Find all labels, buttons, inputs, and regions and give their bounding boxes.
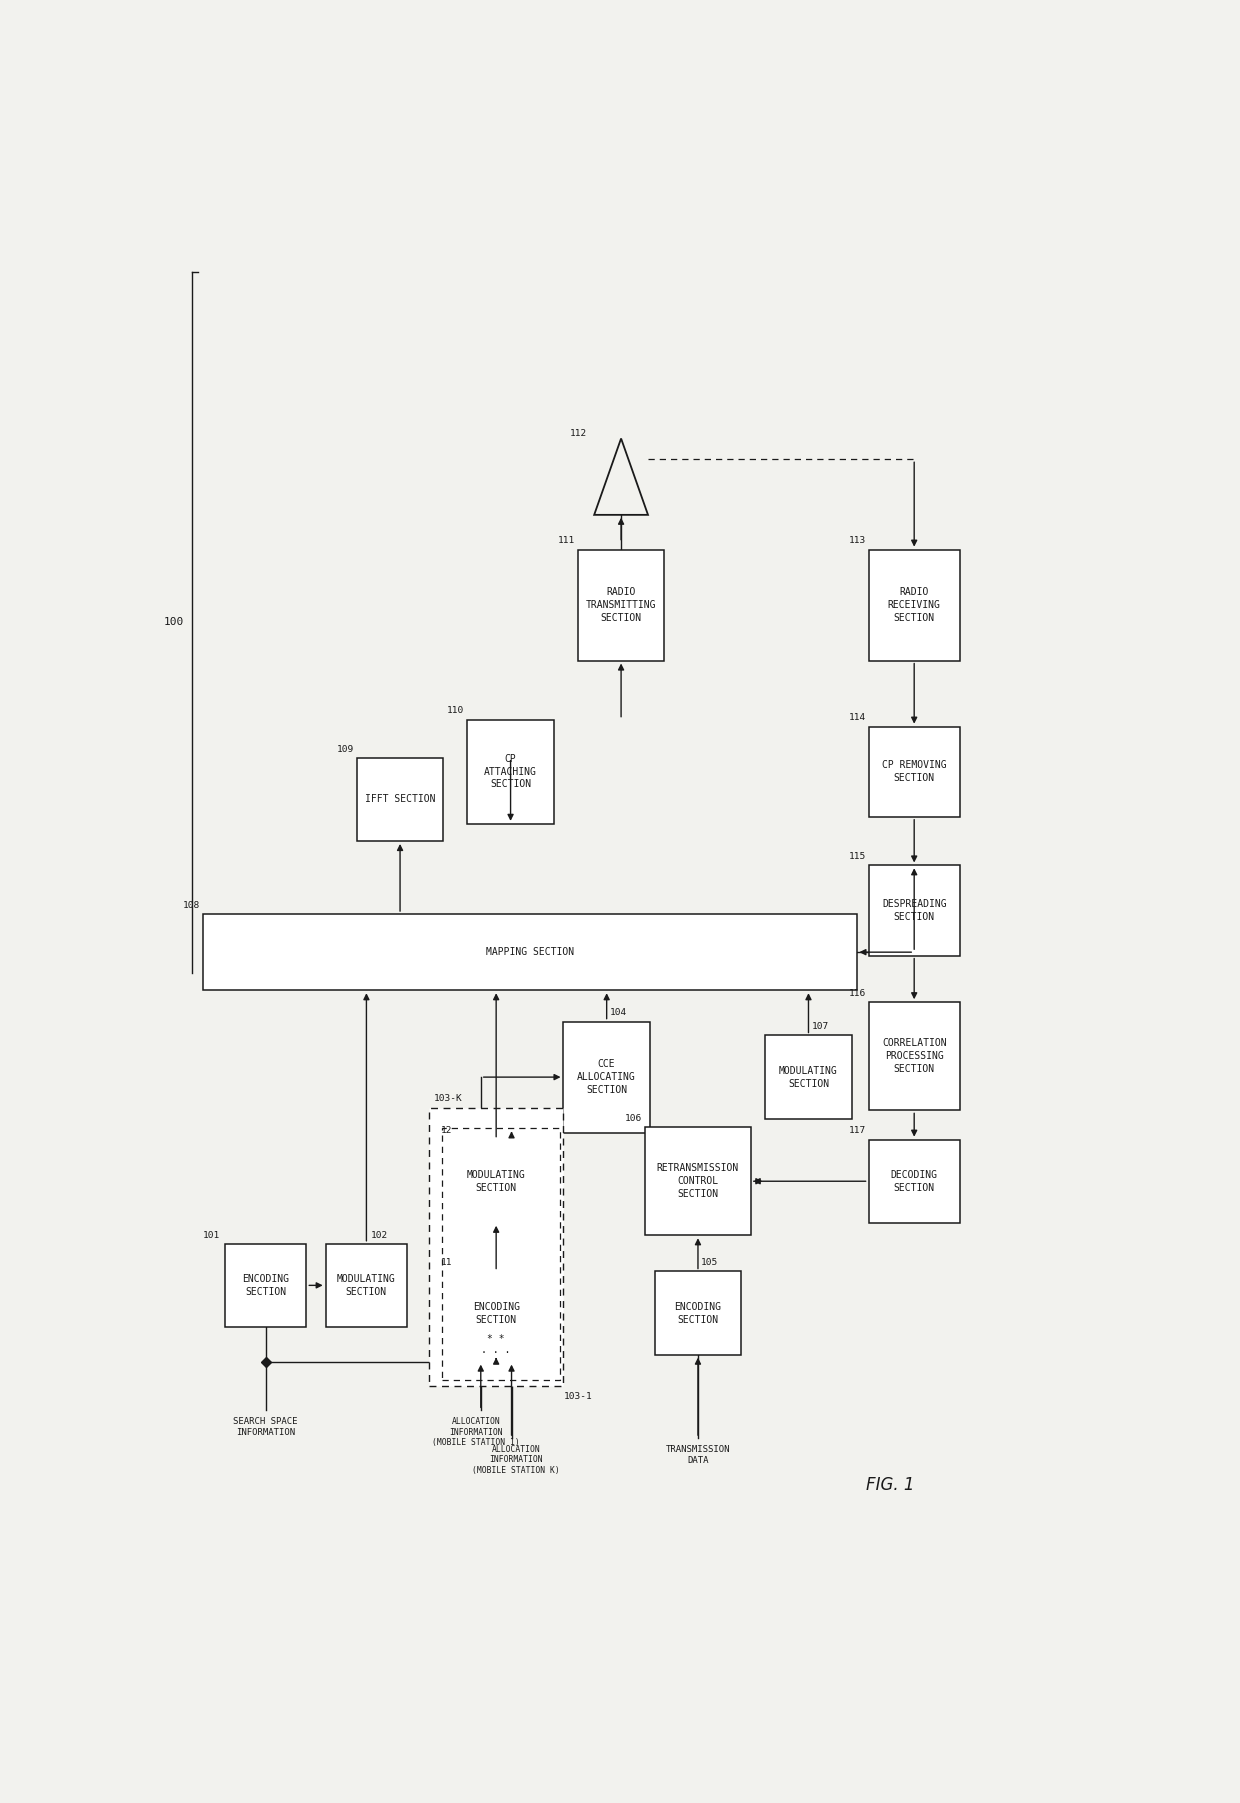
FancyBboxPatch shape — [455, 1271, 537, 1354]
FancyBboxPatch shape — [357, 757, 444, 840]
FancyBboxPatch shape — [429, 1109, 563, 1387]
Text: MODULATING
SECTION: MODULATING SECTION — [779, 1066, 838, 1089]
Text: ALLOCATION
INFORMATION
(MOBILE STATION K): ALLOCATION INFORMATION (MOBILE STATION K… — [472, 1444, 560, 1475]
FancyBboxPatch shape — [578, 550, 665, 660]
Text: 106: 106 — [625, 1114, 642, 1123]
FancyBboxPatch shape — [868, 865, 960, 956]
Text: 103-1: 103-1 — [563, 1392, 593, 1401]
Text: 100: 100 — [164, 617, 185, 627]
Text: DECODING
SECTION: DECODING SECTION — [890, 1170, 937, 1192]
Text: MAPPING SECTION: MAPPING SECTION — [486, 947, 574, 957]
FancyBboxPatch shape — [645, 1127, 750, 1235]
Text: 103-K: 103-K — [434, 1094, 463, 1103]
FancyBboxPatch shape — [326, 1244, 407, 1327]
Text: ENCODING
SECTION: ENCODING SECTION — [242, 1275, 289, 1296]
Text: 117: 117 — [848, 1127, 866, 1136]
Text: 109: 109 — [337, 745, 353, 754]
FancyBboxPatch shape — [868, 1139, 960, 1222]
Text: 102: 102 — [371, 1230, 388, 1239]
Text: 116: 116 — [848, 990, 866, 999]
FancyBboxPatch shape — [868, 550, 960, 660]
Text: 108: 108 — [184, 902, 200, 911]
FancyBboxPatch shape — [455, 1139, 537, 1222]
Text: CORRELATION
PROCESSING
SECTION: CORRELATION PROCESSING SECTION — [882, 1039, 946, 1075]
Text: ENCODING
SECTION: ENCODING SECTION — [472, 1302, 520, 1325]
Text: MODULATING
SECTION: MODULATING SECTION — [337, 1275, 396, 1296]
Text: ENCODING
SECTION: ENCODING SECTION — [675, 1302, 722, 1325]
Text: 112: 112 — [570, 429, 588, 438]
Text: 11: 11 — [441, 1258, 453, 1268]
Text: CP
ATTACHING
SECTION: CP ATTACHING SECTION — [484, 754, 537, 790]
Text: SEARCH SPACE
INFORMATION: SEARCH SPACE INFORMATION — [233, 1417, 298, 1437]
Text: ALLOCATION
INFORMATION
(MOBILE STATION 1): ALLOCATION INFORMATION (MOBILE STATION 1… — [432, 1417, 520, 1448]
Text: 111: 111 — [558, 535, 575, 545]
Text: IFFT SECTION: IFFT SECTION — [365, 795, 435, 804]
FancyBboxPatch shape — [655, 1271, 742, 1354]
Text: 113: 113 — [848, 535, 866, 545]
Text: 114: 114 — [848, 714, 866, 723]
FancyBboxPatch shape — [203, 914, 857, 990]
Text: 12: 12 — [441, 1127, 453, 1136]
Text: RETRANSMISSION
CONTROL
SECTION: RETRANSMISSION CONTROL SECTION — [657, 1163, 739, 1199]
Text: TRANSMISSION
DATA: TRANSMISSION DATA — [666, 1444, 730, 1466]
FancyBboxPatch shape — [868, 727, 960, 817]
Text: 115: 115 — [848, 853, 866, 862]
FancyBboxPatch shape — [868, 1002, 960, 1111]
FancyBboxPatch shape — [467, 719, 554, 824]
FancyBboxPatch shape — [224, 1244, 306, 1327]
Text: CCE
ALLOCATING
SECTION: CCE ALLOCATING SECTION — [578, 1060, 636, 1094]
Text: RADIO
RECEIVING
SECTION: RADIO RECEIVING SECTION — [888, 588, 941, 622]
Text: 105: 105 — [701, 1258, 718, 1268]
Text: FIG. 1: FIG. 1 — [866, 1475, 915, 1493]
Text: 101: 101 — [202, 1230, 219, 1239]
Text: 107: 107 — [811, 1022, 828, 1031]
Text: 104: 104 — [610, 1008, 626, 1017]
FancyBboxPatch shape — [765, 1035, 852, 1118]
Text: RADIO
TRANSMITTING
SECTION: RADIO TRANSMITTING SECTION — [585, 588, 656, 622]
Text: * *
. . .: * * . . . — [481, 1334, 511, 1356]
Text: DESPREADING
SECTION: DESPREADING SECTION — [882, 900, 946, 921]
Text: 110: 110 — [448, 707, 465, 716]
Text: MODULATING
SECTION: MODULATING SECTION — [466, 1170, 526, 1192]
FancyBboxPatch shape — [443, 1129, 559, 1381]
Text: CP REMOVING
SECTION: CP REMOVING SECTION — [882, 761, 946, 783]
FancyBboxPatch shape — [563, 1022, 650, 1132]
